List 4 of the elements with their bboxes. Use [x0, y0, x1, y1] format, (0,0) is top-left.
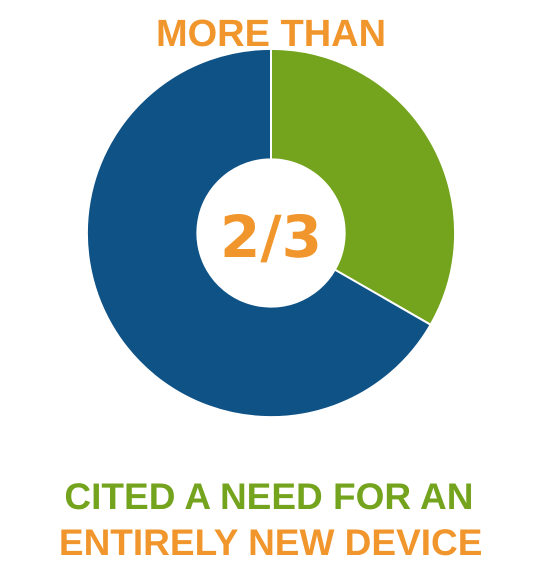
chart-title: MORE THAN: [156, 13, 386, 55]
text: ENTIRELY NEW DEVICE: [58, 522, 482, 563]
text: 2/3: [220, 203, 322, 271]
text: CITED A NEED FOR AN: [64, 476, 474, 517]
